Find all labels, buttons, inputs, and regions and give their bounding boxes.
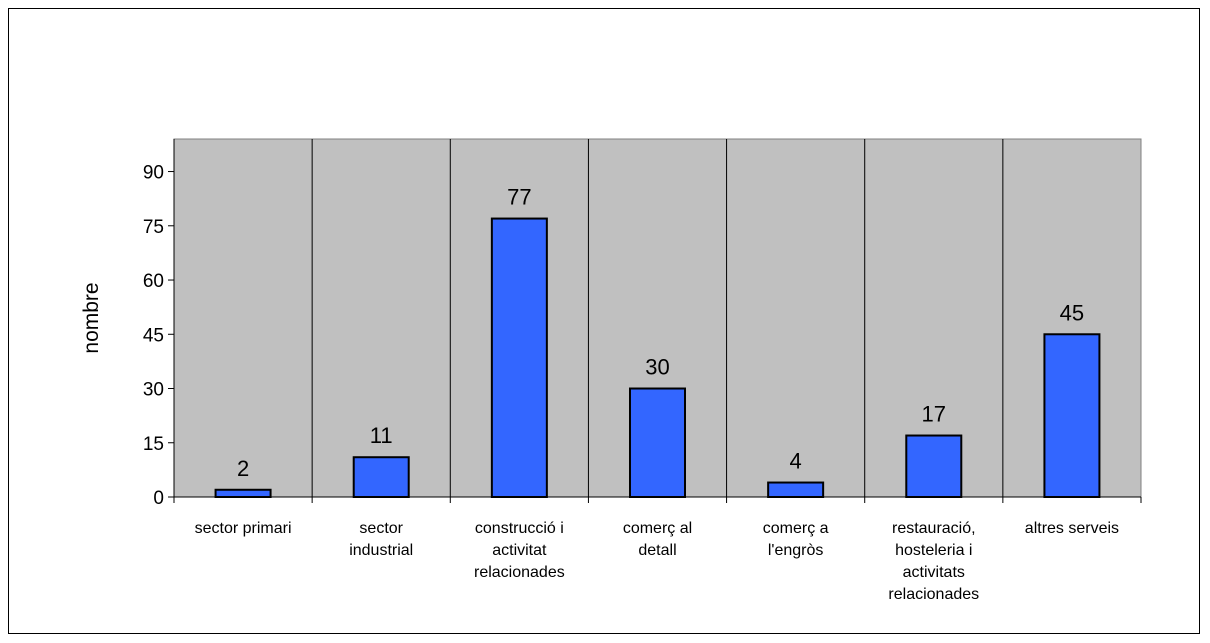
data-label: 45: [1060, 300, 1084, 325]
x-tick-label: sector primari: [195, 520, 292, 537]
bar: [352, 456, 410, 499]
x-axis: sector primari sector industrial construcci…: [173, 496, 1142, 603]
data-label: 4: [790, 449, 802, 474]
x-tick-label: comerç a l'engròs: [763, 520, 829, 559]
data-label: 17: [922, 402, 946, 427]
bar: [905, 434, 963, 498]
x-tick-label: sector industrial: [349, 520, 413, 559]
bar: [490, 217, 548, 499]
y-tick-label: 0: [153, 488, 164, 509]
y-tick-label: 30: [143, 380, 164, 401]
data-label: 11: [370, 423, 393, 448]
bar: [767, 481, 825, 498]
y-tick-label: 15: [143, 434, 164, 455]
y-tick-label: 90: [143, 163, 164, 184]
bars: [214, 217, 1101, 499]
y-axis-label: nombre: [80, 282, 103, 353]
y-tick-label: 45: [143, 325, 164, 346]
bar: [629, 387, 686, 498]
x-tick-label: restauració, hosteleria i activitats relaci…: [888, 520, 979, 603]
category-separators: [311, 139, 1004, 497]
y-axis: 0 15 30 45 60 75 90: [143, 139, 175, 509]
x-tick-label: comerç al detall: [623, 520, 692, 559]
data-label: 77: [507, 185, 531, 210]
y-tick-label: 75: [143, 217, 164, 238]
bar: [214, 488, 272, 498]
x-tick-label: construcció i activitat relacionades: [474, 520, 565, 581]
y-tick-label: 60: [143, 271, 164, 292]
data-label: 30: [645, 355, 669, 380]
bar: [1043, 333, 1101, 499]
data-label: 2: [237, 456, 249, 481]
data-labels: 2 11 77 30 4 17 45: [237, 185, 1084, 481]
x-tick-label: altres serveis: [1025, 520, 1119, 537]
